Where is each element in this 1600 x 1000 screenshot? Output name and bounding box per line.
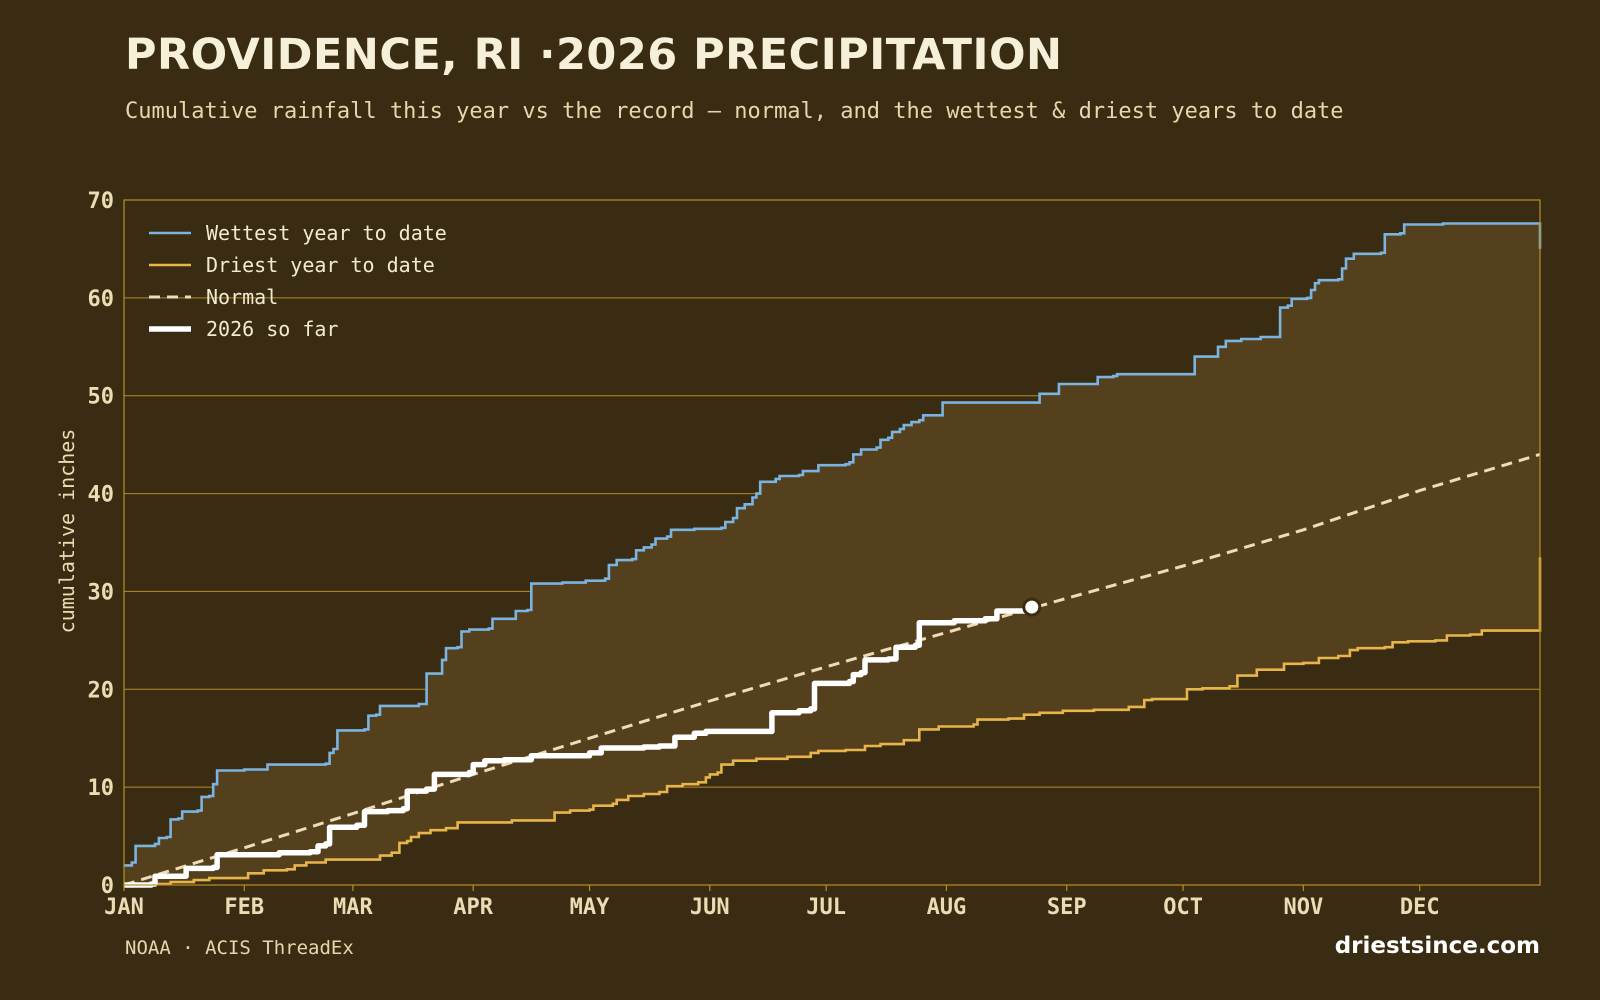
plot-frame	[123, 199, 1541, 886]
x-tick-label: JUN	[690, 895, 730, 920]
x-tick-label: APR	[453, 895, 493, 920]
y-axis-label: cumulative inches	[55, 429, 79, 634]
x-tick-label: MAY	[570, 895, 610, 920]
y-tick-label: 20	[88, 678, 115, 703]
x-tick-label: MAR	[333, 895, 373, 920]
y-tick-label: 40	[88, 483, 115, 508]
legend-label: Normal	[206, 285, 278, 309]
y-tick-label: 30	[88, 580, 115, 605]
y-tick-label: 70	[88, 189, 115, 214]
x-tick-label: JUL	[806, 895, 846, 920]
x-tick-label: JAN	[104, 895, 144, 920]
y-tick-label: 60	[88, 287, 115, 312]
brand-link[interactable]: driestsince.com	[1334, 933, 1540, 959]
legend-label: 2026 so far	[206, 317, 338, 341]
legend-label: Driest year to date	[206, 253, 435, 277]
wettest-line	[124, 222, 1542, 867]
x-tick-label: AUG	[927, 895, 967, 920]
driest-line	[124, 557, 1542, 887]
record-band	[124, 223, 1540, 885]
current-year-line	[124, 607, 1035, 888]
x-tick-label: DEC	[1400, 895, 1440, 920]
x-tick-label: OCT	[1163, 895, 1203, 920]
page-title: PROVIDENCE, RI ·2026 PRECIPITATION	[125, 30, 1063, 80]
legend: Wettest year to date Driest year to date N…	[149, 221, 447, 341]
axes: 0 10 20 30 40 50 60 70 JAN FEB MAR APR MAY JUN JUL AUG S…	[88, 189, 1541, 920]
y-tick-label: 0	[101, 874, 114, 899]
y-tick-label: 50	[88, 385, 115, 410]
y-tick-label: 10	[88, 776, 115, 801]
x-tick-label: NOV	[1283, 895, 1323, 920]
normal-line	[123, 452, 1541, 887]
x-tick-label: SEP	[1047, 895, 1087, 920]
x-tick-label: FEB	[224, 895, 264, 920]
series-lines	[123, 222, 1542, 888]
source-credit: NOAA · ACIS ThreadEx	[125, 937, 354, 959]
page-subtitle: Cumulative rainfall this year vs the rec…	[125, 99, 1344, 124]
record-range-fill	[124, 223, 1540, 885]
legend-label: Wettest year to date	[206, 221, 447, 245]
current-point-marker	[1022, 597, 1042, 617]
